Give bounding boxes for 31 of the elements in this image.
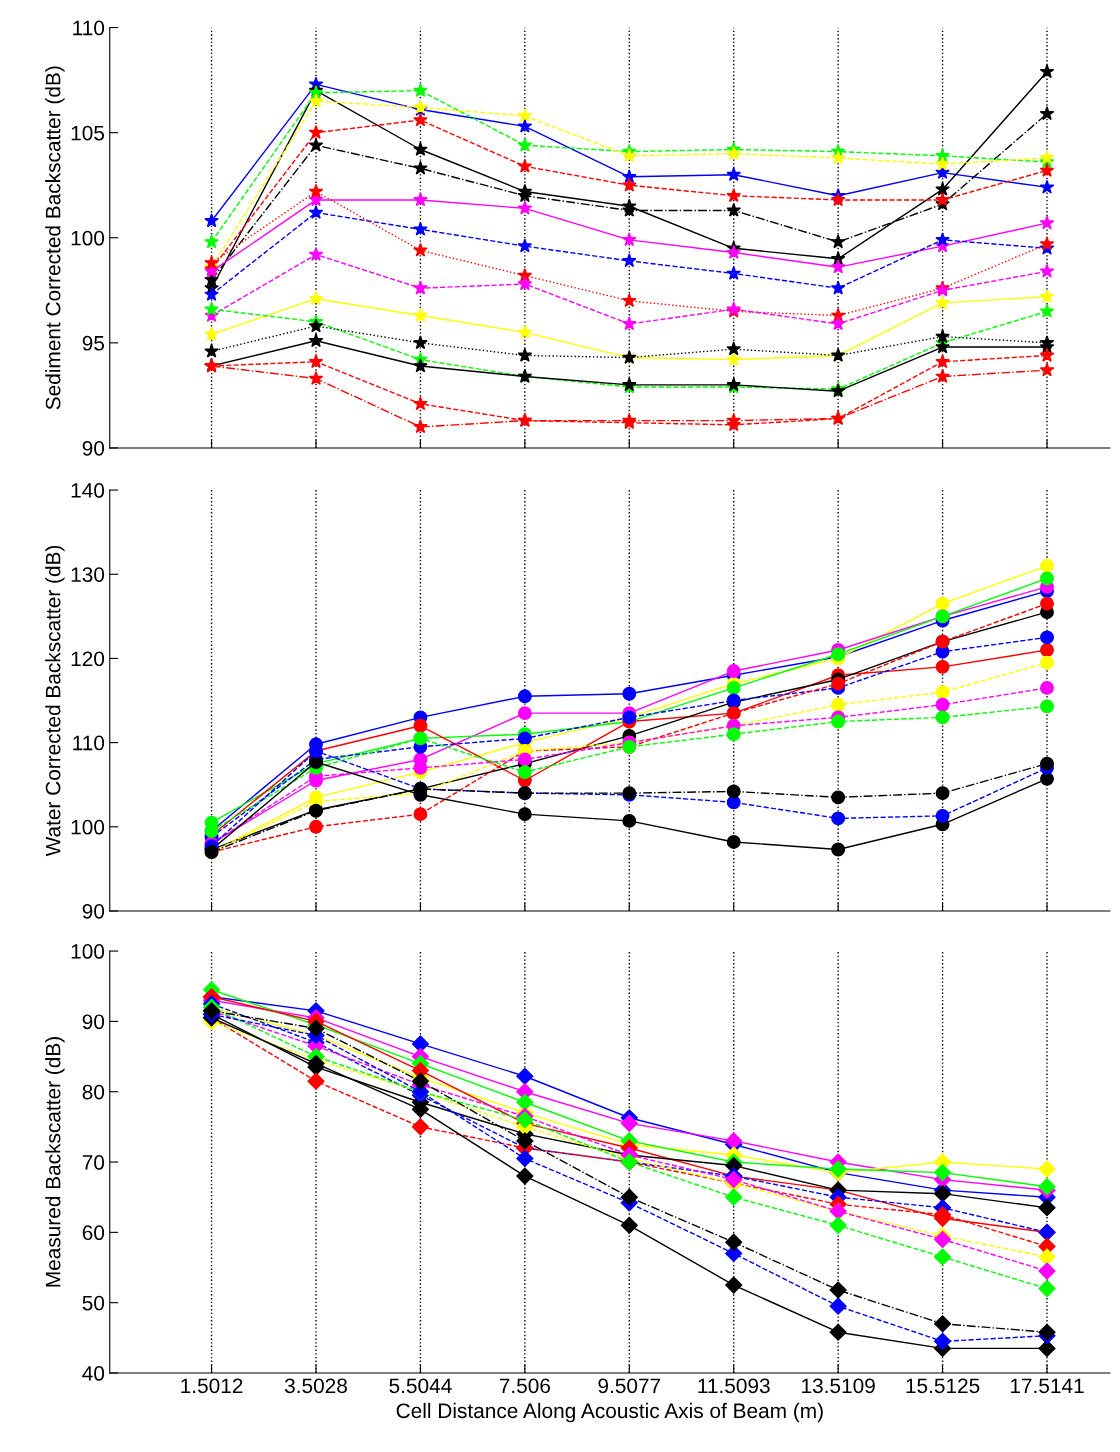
y-tick-label: 105: [71, 125, 105, 141]
x-tick-label: 1.5012: [181, 1378, 243, 1394]
y-axis-title: Water Corrected Backscatter (dB): [45, 545, 65, 857]
x-tick-label: 17.5141: [1010, 1378, 1084, 1394]
y-tick-label: 120: [71, 651, 105, 667]
x-tick-label: 15.5125: [906, 1378, 980, 1394]
x-tick-label: 5.5044: [389, 1378, 452, 1394]
y-tick-label: 90: [82, 1014, 105, 1030]
y-tick-label: 50: [82, 1295, 105, 1311]
x-tick-label: 7.506: [499, 1378, 550, 1394]
x-axis-title: Cell Distance Along Acoustic Axis of Beam (m): [396, 1402, 823, 1423]
y-tick-label: 140: [71, 483, 105, 498]
y-axis-title: Measured Backscatter (dB): [45, 1037, 65, 1287]
x-tick-label: 13.5109: [802, 1378, 875, 1394]
y-tick-label: 100: [71, 819, 105, 835]
y-tick-label: 95: [82, 335, 105, 351]
y-tick-label: 100: [71, 230, 105, 246]
y-axis-title: Sediment Corrected Backscatter (dB): [45, 66, 65, 410]
y-tick-label: 130: [71, 567, 105, 582]
y-tick-label: 70: [82, 1155, 105, 1170]
y-tick-label: 90: [82, 903, 105, 919]
x-tick-label: 3.5028: [284, 1378, 347, 1394]
y-tick-label: 40: [82, 1366, 105, 1381]
y-tick-label: 80: [82, 1084, 105, 1100]
y-tick-label: 90: [82, 440, 105, 456]
y-tick-label: 60: [82, 1225, 105, 1241]
x-tick-label: 11.5093: [698, 1378, 770, 1394]
x-tick-label: 9.5077: [598, 1378, 661, 1394]
y-tick-label: 110: [73, 735, 105, 751]
y-tick-label: 110: [73, 20, 105, 36]
y-tick-label: 100: [71, 944, 105, 959]
